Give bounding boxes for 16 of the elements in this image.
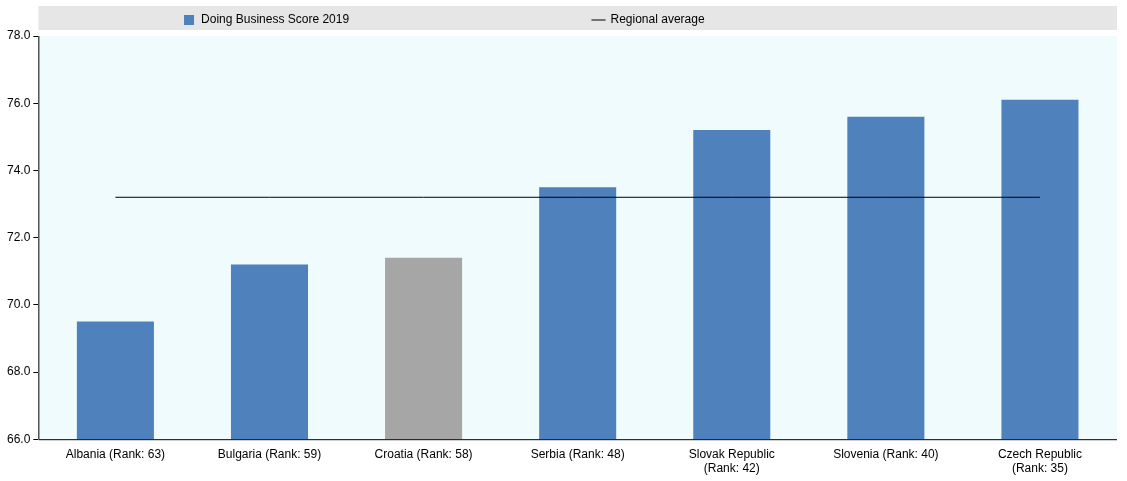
x-tick-label: Albania (Rank: 63)	[65, 446, 166, 461]
x-tick-label: Slovak Republic (Rank: 42)	[688, 446, 775, 476]
x-tick-label: Bulgaria (Rank: 59)	[217, 446, 322, 461]
x-tick-label: Croatia (Rank: 58)	[374, 446, 473, 461]
y-tick-label: 70.0	[7, 297, 31, 312]
y-tick-label: 74.0	[7, 162, 31, 177]
x-tick-label: Slovenia (Rank: 40)	[833, 446, 939, 461]
legend-label: Doing Business Score 2019	[201, 12, 583, 27]
x-tick-label: Czech Republic (Rank: 35)	[997, 446, 1082, 476]
x-tick-label: Serbia (Rank: 48)	[530, 446, 625, 461]
y-tick-label: 66.0	[7, 431, 31, 446]
y-tick-label: 76.0	[7, 95, 31, 110]
legend-label: Regional average	[610, 12, 938, 27]
y-tick-label: 72.0	[7, 229, 31, 244]
y-tick-label: 78.0	[7, 28, 31, 43]
y-tick-label: 68.0	[7, 364, 31, 379]
